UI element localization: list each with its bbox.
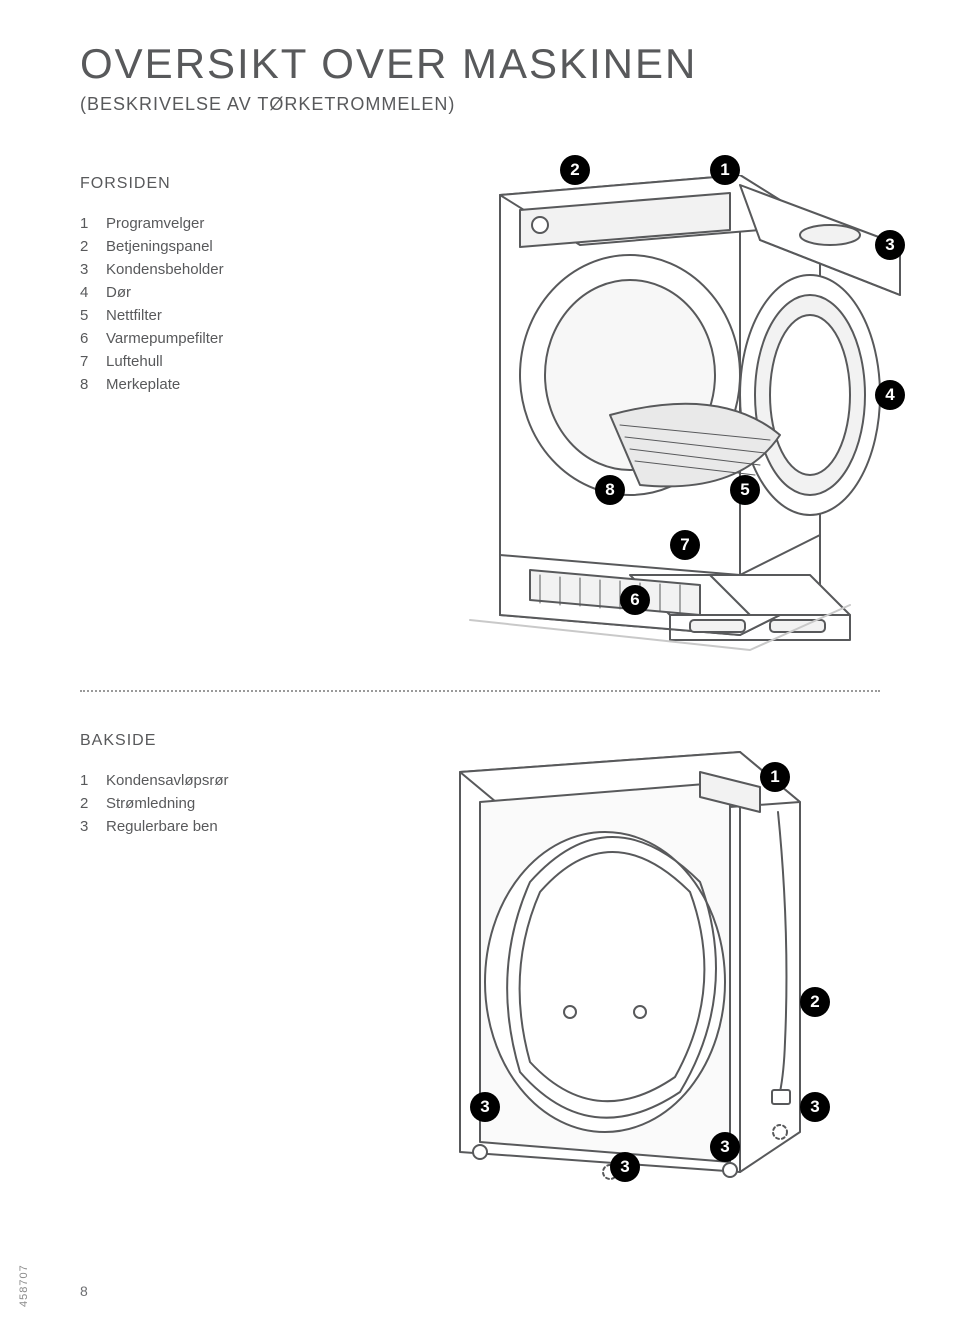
list-item: 3Regulerbare ben [80, 818, 380, 835]
item-number: 1 [80, 215, 106, 232]
front-heading: FORSIDEN [80, 175, 380, 193]
back-legend: 1Kondensavløpsrør 2Strømledning 3Reguler… [80, 772, 380, 835]
item-number: 6 [80, 330, 106, 347]
item-number: 4 [80, 284, 106, 301]
list-item: 1Programvelger [80, 215, 380, 232]
item-number: 7 [80, 353, 106, 370]
item-label: Varmepumpefilter [106, 330, 223, 347]
item-label: Luftehull [106, 353, 163, 370]
callout-badge: 8 [595, 475, 625, 505]
item-number: 2 [80, 795, 106, 812]
list-item: 2Strømledning [80, 795, 380, 812]
callout-badge: 5 [730, 475, 760, 505]
dryer-back-icon [380, 732, 860, 1192]
section-divider [80, 690, 880, 692]
back-heading: BAKSIDE [80, 732, 380, 750]
back-diagram: 1 2 3 3 3 3 [380, 732, 880, 1197]
item-number: 5 [80, 307, 106, 324]
callout-badge: 7 [670, 530, 700, 560]
item-label: Merkeplate [106, 376, 180, 393]
front-section: FORSIDEN 1Programvelger 2Betjeningspanel… [80, 175, 880, 660]
front-legend-block: FORSIDEN 1Programvelger 2Betjeningspanel… [80, 175, 380, 399]
item-label: Programvelger [106, 215, 204, 232]
item-label: Kondensbeholder [106, 261, 224, 278]
item-number: 2 [80, 238, 106, 255]
document-number: 458707 [18, 1264, 30, 1307]
list-item: 4Dør [80, 284, 380, 301]
callout-badge: 2 [560, 155, 590, 185]
list-item: 8Merkeplate [80, 376, 380, 393]
item-label: Dør [106, 284, 131, 301]
front-diagram: 1 2 3 4 5 6 7 8 [380, 175, 920, 660]
callout-badge: 2 [800, 987, 830, 1017]
dryer-front-icon [380, 175, 920, 655]
callout-badge: 3 [800, 1092, 830, 1122]
page-number: 8 [80, 1283, 88, 1299]
list-item: 7Luftehull [80, 353, 380, 370]
item-label: Kondensavløpsrør [106, 772, 229, 789]
list-item: 2Betjeningspanel [80, 238, 380, 255]
back-legend-block: BAKSIDE 1Kondensavløpsrør 2Strømledning … [80, 732, 380, 841]
back-section: BAKSIDE 1Kondensavløpsrør 2Strømledning … [80, 732, 880, 1197]
item-number: 1 [80, 772, 106, 789]
item-label: Regulerbare ben [106, 818, 218, 835]
item-label: Betjeningspanel [106, 238, 213, 255]
callout-badge: 3 [610, 1152, 640, 1182]
list-item: 6Varmepumpefilter [80, 330, 380, 347]
callout-badge: 1 [710, 155, 740, 185]
list-item: 1Kondensavløpsrør [80, 772, 380, 789]
item-label: Strømledning [106, 795, 195, 812]
callout-badge: 1 [760, 762, 790, 792]
page-subtitle: (BESKRIVELSE AV TØRKETROMMELEN) [80, 94, 880, 115]
callout-badge: 3 [470, 1092, 500, 1122]
item-number: 3 [80, 818, 106, 835]
front-legend: 1Programvelger 2Betjeningspanel 3Kondens… [80, 215, 380, 393]
item-number: 8 [80, 376, 106, 393]
item-label: Nettfilter [106, 307, 162, 324]
callout-badge: 3 [875, 230, 905, 260]
page-title: OVERSIKT OVER MASKINEN [80, 40, 880, 88]
callout-badge: 4 [875, 380, 905, 410]
item-number: 3 [80, 261, 106, 278]
callout-badge: 3 [710, 1132, 740, 1162]
callout-badge: 6 [620, 585, 650, 615]
list-item: 3Kondensbeholder [80, 261, 380, 278]
list-item: 5Nettfilter [80, 307, 380, 324]
